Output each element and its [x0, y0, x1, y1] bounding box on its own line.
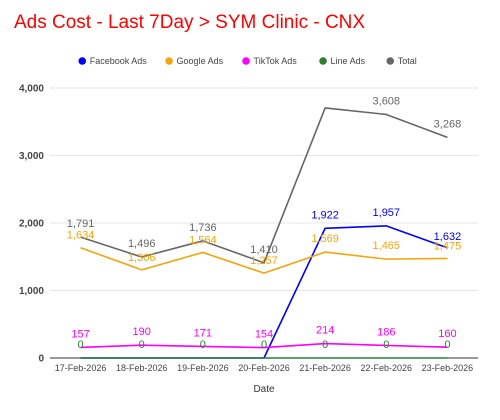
data-label-line-ads: 0	[261, 339, 267, 351]
data-label-total: 3,608	[373, 95, 401, 107]
data-label-tiktok-ads: 171	[194, 327, 212, 339]
data-label-facebook-ads: 1,922	[311, 209, 339, 221]
data-label-total: 1,736	[189, 222, 217, 234]
chart-title: Ads Cost - Last 7Day > SYM Clinic - CNX	[14, 12, 366, 33]
data-label-tiktok-ads: 214	[316, 325, 334, 337]
legend-item-tiktok-ads[interactable]: TikTok Ads	[242, 56, 297, 66]
grid-layer	[50, 87, 478, 359]
x-tick-label: 23-Feb-2026	[422, 363, 474, 373]
legend-label: Google Ads	[177, 56, 224, 66]
data-label-tiktok-ads: 190	[133, 326, 151, 338]
data-label-total: 1,496	[128, 238, 156, 250]
legend-marker	[319, 57, 327, 65]
legend-marker	[386, 57, 395, 65]
label-layer: 1,922 1,957 1,632 1,634 1,306 1,564 1,257 1,569…	[67, 95, 461, 351]
legend-label: Line Ads	[331, 56, 366, 66]
data-label-google-ads: 1,306	[128, 252, 156, 264]
x-axis-title: Date	[253, 384, 275, 395]
data-label-tiktok-ads: 154	[255, 329, 273, 341]
x-tick-label: 17-Feb-2026	[55, 363, 107, 373]
legend-item-facebook-ads[interactable]: Facebook Ads	[78, 56, 147, 66]
series-layer	[80, 107, 448, 359]
data-label-tiktok-ads: 186	[377, 326, 395, 338]
legend-item-google-ads[interactable]: Google Ads	[165, 56, 224, 66]
data-label-facebook-ads: 1,632	[434, 231, 462, 243]
data-label-facebook-ads: 1,957	[373, 207, 401, 219]
x-tick-label: 19-Feb-2026	[177, 363, 229, 373]
legend-label: Total	[398, 56, 417, 66]
data-label-google-ads: 1,569	[311, 233, 339, 245]
x-tick-label: 20-Feb-2026	[238, 363, 290, 373]
data-label-line-ads: 0	[383, 339, 389, 351]
data-label-tiktok-ads: 160	[438, 328, 456, 340]
data-label-line-ads: 0	[200, 339, 206, 351]
legend-label: Facebook Ads	[90, 56, 148, 66]
x-tick-label: 18-Feb-2026	[116, 363, 168, 373]
data-label-total: 1,410	[250, 244, 278, 256]
data-label-google-ads: 1,465	[373, 240, 401, 252]
y-tick-label: 1,000	[19, 286, 44, 297]
data-label-line-ads: 0	[444, 339, 450, 351]
series-line-google-ads[interactable]	[80, 246, 448, 274]
data-label-total: 3,268	[434, 118, 462, 130]
y-tick-label: 2,000	[19, 219, 44, 230]
axis-layer: 0 1,000 2,000 3,000 4,000 17-Feb-2026 18-Feb-2…	[19, 84, 473, 374]
x-tick-label: 22-Feb-2026	[361, 363, 413, 373]
legend[interactable]: Facebook Ads Google Ads TikTok Ads Line Ads…	[78, 56, 417, 66]
data-label-total: 1,791	[67, 218, 95, 230]
data-label-google-ads: 1,257	[250, 255, 278, 267]
data-label-tiktok-ads: 157	[71, 328, 89, 340]
series-line-total[interactable]	[80, 107, 448, 264]
legend-marker	[242, 57, 250, 65]
legend-marker	[78, 57, 87, 65]
legend-marker	[165, 57, 173, 65]
y-tick-label: 0	[38, 354, 44, 365]
legend-item-line-ads[interactable]: Line Ads	[319, 56, 366, 66]
series-line-tiktok-ads[interactable]	[80, 342, 448, 349]
legend-item-total[interactable]: Total	[386, 56, 417, 66]
data-label-google-ads: 1,564	[189, 234, 217, 246]
y-tick-label: 4,000	[19, 84, 44, 95]
data-label-line-ads: 0	[322, 339, 328, 351]
data-label-line-ads: 0	[139, 339, 145, 351]
x-tick-label: 21-Feb-2026	[299, 363, 351, 373]
y-tick-label: 3,000	[19, 151, 44, 162]
legend-label: TikTok Ads	[254, 56, 298, 66]
data-label-google-ads: 1,634	[67, 230, 95, 242]
data-label-google-ads: 1,475	[434, 240, 462, 252]
data-label-line-ads: 0	[78, 339, 84, 351]
